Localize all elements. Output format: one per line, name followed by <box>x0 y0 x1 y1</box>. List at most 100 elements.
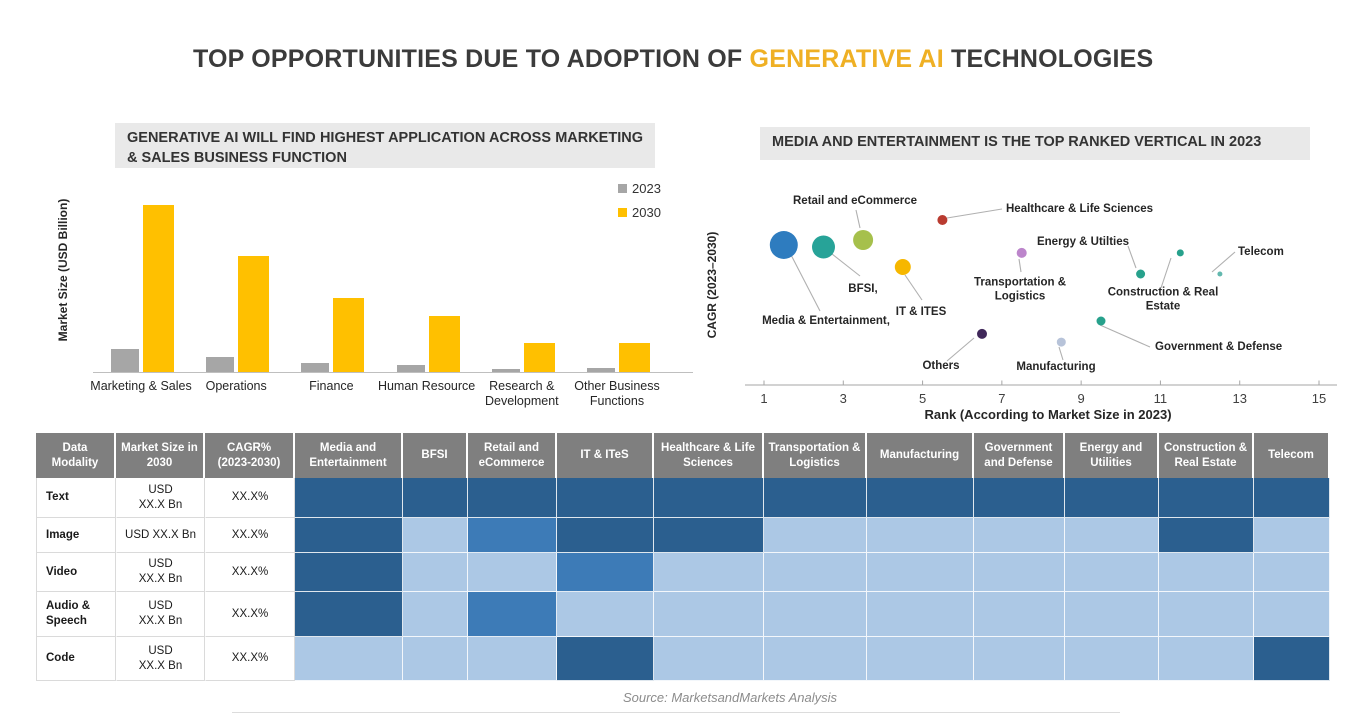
point-label-bfsi: BFSI, <box>848 282 878 295</box>
col-header-market-size-in-2030: Market Size in 2030 <box>116 433 205 478</box>
category-label-other-business-functions: Other Business Functions <box>574 379 660 409</box>
point-label-retail-and-ecommerce: Retail and eCommerce <box>793 194 917 207</box>
heat-code-retail-and-ecommerce <box>468 637 557 681</box>
bottom-divider <box>232 712 1120 713</box>
bar-chart-title: GENERATIVE AI WILL FIND HIGHEST APPLICAT… <box>115 123 655 168</box>
market-size-text: USD XX.X Bn <box>116 478 205 518</box>
modality-code: Code <box>36 637 116 681</box>
heat-image-transportation-logistics <box>764 518 867 553</box>
heat-text-manufacturing <box>867 478 974 518</box>
market-size-image: USD XX.X Bn <box>116 518 205 553</box>
market-size-code: USD XX.X Bn <box>116 637 205 681</box>
heat-video-bfsi <box>403 553 468 592</box>
bubble-retail-and-ecommerce <box>853 230 874 250</box>
leader-line-bfsi <box>831 253 861 277</box>
heat-audio-speech-government-and-defense <box>974 592 1065 637</box>
heat-audio-speech-media-and-entertainment <box>295 592 403 637</box>
category-label-human-resource: Human Resource <box>377 379 476 393</box>
leader-line-others <box>946 337 975 362</box>
bar-2023-operations <box>206 357 235 372</box>
bubble-government-defense <box>1096 316 1106 326</box>
bubble-construction-real <box>1176 249 1184 257</box>
heat-text-media-and-entertainment <box>295 478 403 518</box>
point-label-media-entertainment: Media & Entertainment, <box>762 314 890 327</box>
modality-text: Text <box>36 478 116 518</box>
heat-code-government-and-defense <box>974 637 1065 681</box>
heat-image-manufacturing <box>867 518 974 553</box>
heat-image-telecom <box>1254 518 1330 553</box>
bar-2030-marketing-sales <box>143 205 174 372</box>
page-title-prefix: TOP OPPORTUNITIES DUE TO ADOPTION OF <box>193 45 750 73</box>
heat-video-retail-and-ecommerce <box>468 553 557 592</box>
bar-2023-other-business-functions <box>587 368 615 372</box>
point-label-manufacturing: Manufacturing <box>1016 360 1096 373</box>
bar-chart-plot: Marketing & Sales Operations Finance Human … <box>40 110 700 425</box>
col-header-data-modality: Data Modality <box>36 433 116 478</box>
bar-2023-marketing-sales <box>111 348 139 372</box>
legend-swatch-2023 <box>618 183 627 193</box>
point-label-construction-real: Construction & Real Estate <box>1107 286 1219 313</box>
bar-2023-research-development <box>491 369 520 372</box>
x-tick-label-5: 5 <box>918 391 927 406</box>
bar-2030-finance <box>333 298 365 372</box>
legend-item-2030: 2030 <box>618 200 661 224</box>
heat-audio-speech-bfsi <box>403 592 468 637</box>
heat-audio-speech-construction-real-estate <box>1159 592 1254 637</box>
heat-audio-speech-transportation-logistics <box>764 592 867 637</box>
bubble-healthcare-life-sciences <box>937 215 948 225</box>
cagr-video: XX.X% <box>205 553 295 592</box>
heat-code-bfsi <box>403 637 468 681</box>
col-header-energy-and-utilities: Energy and Utilities <box>1065 433 1159 478</box>
heat-text-healthcare-life-sciences <box>654 478 764 518</box>
heat-text-construction-real-estate <box>1159 478 1254 518</box>
leader-line-transportation <box>1018 258 1022 273</box>
heat-image-it-ites <box>557 518 654 553</box>
heat-video-energy-and-utilities <box>1065 553 1159 592</box>
leader-line-manufacturing <box>1058 346 1064 361</box>
scatter-title: MEDIA AND ENTERTAINMENT IS THE TOP RANKE… <box>760 127 1310 160</box>
point-label-healthcare-life-sciences: Healthcare & Life Sciences <box>1006 202 1154 215</box>
x-tick-label-3: 3 <box>839 391 847 406</box>
bubble-energy-utilties <box>1136 269 1146 279</box>
legend-label-2023: 2023 <box>632 180 661 196</box>
heat-video-media-and-entertainment <box>295 553 403 592</box>
page-title-suffix: TECHNOLOGIES <box>943 45 1154 73</box>
cagr-image: XX.X% <box>205 518 295 553</box>
heat-text-telecom <box>1254 478 1330 518</box>
heat-code-it-ites <box>557 637 654 681</box>
point-label-government-defense: Government & Defense <box>1155 340 1283 353</box>
heat-text-it-ites <box>557 478 654 518</box>
scatter-xlabel: Rank (According to Market Size in 2023) <box>924 407 1172 422</box>
heat-audio-speech-telecom <box>1254 592 1330 637</box>
bar-2023-finance <box>301 363 330 372</box>
x-tick-label-1: 1 <box>760 391 768 406</box>
heat-video-construction-real-estate <box>1159 553 1254 592</box>
x-tick-label-7: 7 <box>998 391 1006 406</box>
col-header-bfsi: BFSI <box>403 433 468 478</box>
scatter-panel: MEDIA AND ENTERTAINMENT IS THE TOP RANKE… <box>700 115 1346 435</box>
heat-code-healthcare-life-sciences <box>654 637 764 681</box>
category-label-research-development: Research & Development <box>484 379 559 409</box>
bar-chart-legend: 2023 2030 <box>618 176 661 224</box>
heat-video-transportation-logistics <box>764 553 867 592</box>
x-tick-label-15: 15 <box>1311 391 1327 406</box>
col-header-government-and-defense: Government and Defense <box>974 433 1065 478</box>
category-label-operations: Operations <box>205 379 267 393</box>
legend-label-2030: 2030 <box>632 204 661 220</box>
heat-image-government-and-defense <box>974 518 1065 553</box>
bar-x-axis-line <box>93 372 693 373</box>
col-header-cagr-2023-2030: CAGR% (2023-2030) <box>205 433 295 478</box>
legend-swatch-2030 <box>618 207 627 217</box>
source-note: Source: MarketsandMarkets Analysis <box>622 690 838 705</box>
heat-text-bfsi <box>403 478 468 518</box>
heat-code-transportation-logistics <box>764 637 867 681</box>
heat-audio-speech-healthcare-life-sciences <box>654 592 764 637</box>
heat-text-energy-and-utilities <box>1065 478 1159 518</box>
leader-line-media-entertainment <box>788 250 821 312</box>
leader-line-retail-and-ecommerce <box>855 209 861 229</box>
heat-video-telecom <box>1254 553 1330 592</box>
leader-line-it-ites <box>904 274 923 301</box>
legend-item-2023: 2023 <box>618 176 661 200</box>
category-label-marketing-sales: Marketing & Sales <box>90 379 192 393</box>
page-title-highlight: GENERATIVE AI <box>749 45 944 73</box>
